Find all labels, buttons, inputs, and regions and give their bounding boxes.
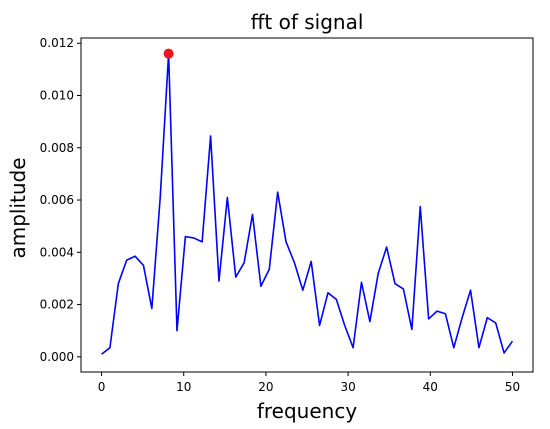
y-tick-label: 0.010: [40, 88, 74, 102]
y-tick-label: 0.002: [40, 298, 74, 312]
y-axis: 0.000 0.002 0.004 0.006 0.008 0.010 0.012: [40, 36, 81, 364]
y-axis-label: amplitude: [6, 157, 30, 258]
x-axis: 0 10 20 30 40 50: [98, 372, 520, 394]
x-tick-label: 10: [176, 380, 191, 394]
x-tick-label: 40: [423, 380, 438, 394]
series-line: [101, 52, 514, 355]
y-tick-label: 0.008: [40, 141, 74, 155]
x-tick-label: 20: [258, 380, 273, 394]
plot-area: [101, 48, 514, 355]
chart-title: fft of signal: [251, 10, 364, 34]
y-tick-label: 0.004: [40, 245, 74, 259]
x-tick-label: 50: [505, 380, 520, 394]
y-tick-label: 0.006: [40, 193, 74, 207]
x-axis-label: frequency: [257, 399, 357, 423]
y-tick-label: 0.012: [40, 36, 74, 50]
x-tick-label: 0: [98, 380, 106, 394]
plot-frame: [80, 37, 534, 373]
y-tick-label: 0.000: [40, 350, 74, 364]
x-tick-label: 30: [340, 380, 355, 394]
peak-marker: [163, 48, 174, 59]
